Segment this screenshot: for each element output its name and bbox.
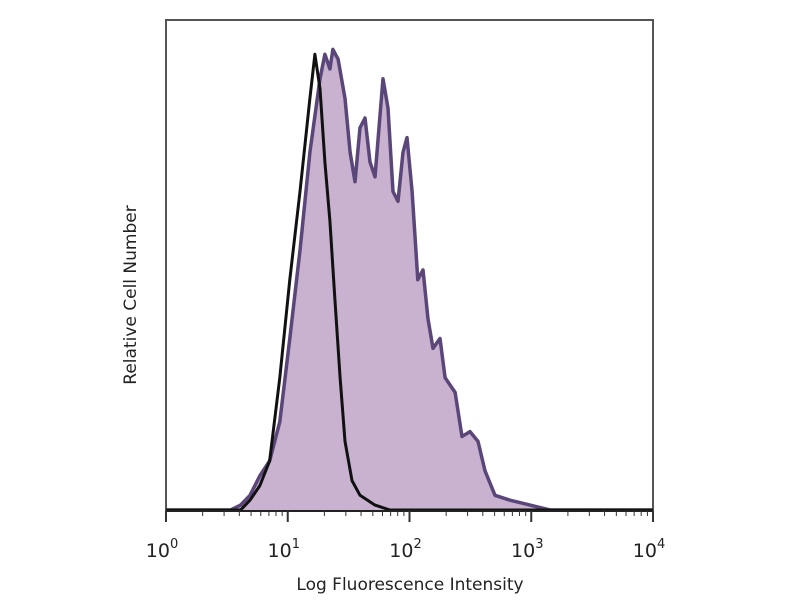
y-axis-label: Relative Cell Number [121, 205, 141, 384]
x-tick-label: 104 [633, 537, 665, 562]
series-layer [166, 47, 653, 512]
x-tick-label: 100 [146, 537, 178, 562]
x-axis-label: Log Fluorescence Intensity [296, 575, 523, 595]
series-1-line [166, 52, 653, 512]
series-0-fill [166, 49, 653, 511]
x-tick-label: 103 [511, 537, 543, 562]
x-tick-label: 102 [389, 537, 421, 562]
x-tick-label: 101 [268, 537, 300, 562]
x-tick-labels: 100 101 102 103 104 [146, 537, 665, 562]
series-0-line [166, 47, 653, 512]
x-ticks [165, 511, 654, 522]
